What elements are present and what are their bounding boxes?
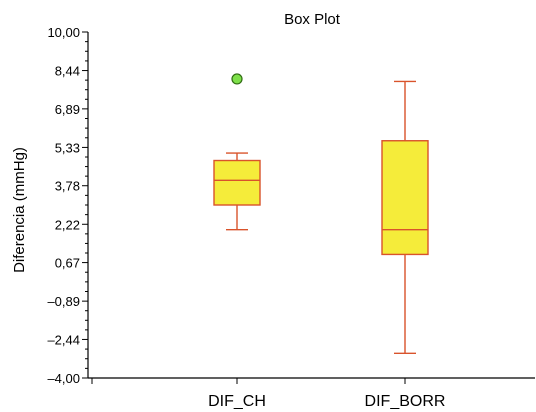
outlier-point [231, 73, 243, 85]
iqr-box [213, 159, 261, 206]
y-tick-label: 6,89 [55, 102, 80, 117]
y-tick-label: –0,89 [47, 294, 80, 309]
y-tick-label: –4,00 [47, 371, 80, 386]
x-category-label: DIF_BORR [365, 393, 446, 410]
box-dif-ch [213, 73, 261, 231]
iqr-box [381, 140, 429, 256]
y-tick-label: 8,44 [55, 64, 80, 79]
y-axis-label: Diferencia (mmHg) [11, 147, 28, 273]
boxes [213, 73, 429, 354]
x-axis-labels: DIF_CH DIF_BORR [91, 378, 446, 410]
y-tick-label: –2,44 [47, 332, 80, 347]
y-tick-label: 3,78 [55, 179, 80, 194]
x-category-label: DIF_CH [208, 393, 266, 410]
y-tick-label: 2,22 [55, 217, 80, 232]
y-axis-ticks: 10,00 8,44 6,89 5,33 3,78 2,22 0,67 –0,89 –2,44 –… [47, 25, 88, 386]
y-tick-label: 5,33 [55, 140, 80, 155]
y-tick-label: 10,00 [47, 25, 80, 40]
box-dif-borr [381, 80, 429, 354]
axes [87, 32, 535, 379]
y-tick-label: 0,67 [55, 256, 80, 271]
chart-title: Box Plot [284, 11, 341, 28]
